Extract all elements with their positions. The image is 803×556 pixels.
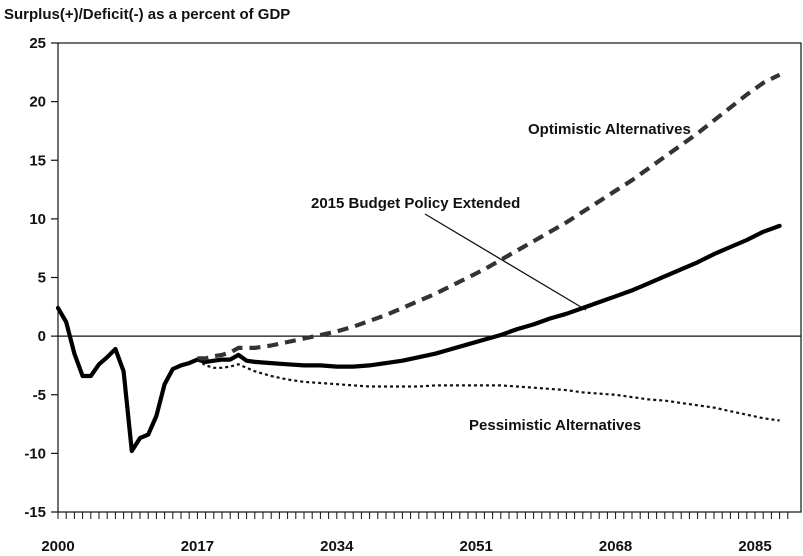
series-layer <box>55 72 782 454</box>
y-tick-label: 15 <box>29 152 46 169</box>
y-tick-label: -10 <box>24 445 46 462</box>
x-tick-label: 2085 <box>738 538 771 555</box>
y-tick-label: 20 <box>29 94 46 111</box>
chart-title: Surplus(+)/Deficit(-) as a percent of GD… <box>4 6 290 23</box>
annotation-budget-policy-extended: 2015 Budget Policy Extended <box>311 195 520 212</box>
y-tick-label: 25 <box>29 35 46 52</box>
series-line-budget-policy-extended <box>55 223 782 454</box>
x-tick-label: 2068 <box>599 538 632 555</box>
y-tick-label: 0 <box>38 328 46 345</box>
x-tick-label: 2051 <box>460 538 493 555</box>
y-tick-label: -5 <box>33 387 46 404</box>
y-tick-label: 5 <box>38 270 46 287</box>
axis-ticks: 25 20 15 10 5 0 -5 -10 -15 2000 2017 2034 2051 2068 20… <box>24 35 789 555</box>
annotation-optimistic-alternatives: Optimistic Alternatives <box>528 121 691 138</box>
y-tick-label: 10 <box>29 211 46 228</box>
x-tick-label: 2034 <box>320 538 354 555</box>
x-tick-label: 2000 <box>41 538 74 555</box>
annotation-pessimistic-alternatives: Pessimistic Alternatives <box>469 417 641 434</box>
y-tick-label: -15 <box>24 504 46 521</box>
plot-frame <box>57 42 802 513</box>
series-line-optimistic-alternatives <box>197 72 781 361</box>
annotation-leader-line <box>424 213 587 311</box>
x-tick-label: 2017 <box>181 538 214 555</box>
series-line-pessimistic-alternatives <box>196 358 780 422</box>
